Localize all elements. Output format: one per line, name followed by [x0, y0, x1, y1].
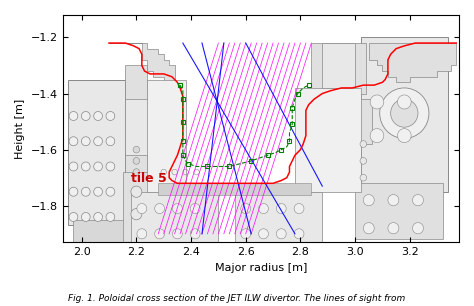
Bar [147, 80, 186, 192]
Bar [126, 99, 153, 155]
Polygon shape [369, 43, 456, 82]
Bar [131, 192, 219, 242]
Circle shape [69, 137, 78, 146]
Bar [235, 192, 322, 242]
Circle shape [69, 212, 78, 222]
Circle shape [276, 203, 286, 214]
Bar [361, 37, 448, 192]
Circle shape [360, 141, 366, 147]
Circle shape [137, 203, 147, 214]
Circle shape [94, 212, 102, 222]
Circle shape [106, 111, 115, 121]
Polygon shape [109, 43, 174, 82]
Circle shape [82, 187, 90, 196]
X-axis label: Major radius [m]: Major radius [m] [215, 263, 307, 273]
Bar [126, 65, 147, 192]
Circle shape [133, 146, 140, 153]
Circle shape [398, 129, 411, 143]
Circle shape [69, 162, 78, 171]
Circle shape [380, 88, 429, 138]
Circle shape [82, 111, 90, 121]
Circle shape [294, 203, 304, 214]
Circle shape [391, 99, 418, 127]
Circle shape [94, 162, 102, 171]
Circle shape [190, 229, 200, 239]
Circle shape [360, 174, 366, 181]
Bar [295, 88, 361, 192]
Circle shape [412, 195, 423, 206]
Bar [355, 99, 372, 144]
Circle shape [94, 137, 102, 146]
Circle shape [388, 195, 399, 206]
Circle shape [173, 229, 182, 239]
Circle shape [155, 229, 164, 239]
Circle shape [398, 95, 411, 109]
Bar [322, 43, 355, 88]
Circle shape [241, 203, 251, 214]
Bar [68, 80, 126, 226]
Circle shape [294, 229, 304, 239]
Circle shape [133, 158, 140, 164]
Circle shape [241, 229, 251, 239]
Circle shape [106, 187, 115, 196]
Circle shape [106, 162, 115, 171]
Bar [158, 183, 311, 195]
Text: Fig. 1. Poloidal cross section of the JET ILW divertor. The lines of sight from: Fig. 1. Poloidal cross section of the JE… [68, 294, 406, 303]
Circle shape [190, 203, 200, 214]
Circle shape [259, 229, 268, 239]
Circle shape [131, 186, 142, 197]
Circle shape [94, 111, 102, 121]
Circle shape [82, 137, 90, 146]
Circle shape [388, 222, 399, 234]
Y-axis label: Height [m]: Height [m] [15, 99, 25, 159]
Circle shape [131, 209, 142, 220]
Circle shape [69, 187, 78, 196]
Circle shape [360, 158, 366, 164]
Circle shape [94, 187, 102, 196]
Bar [73, 220, 134, 242]
Circle shape [155, 203, 164, 214]
Circle shape [363, 195, 374, 206]
Bar [311, 43, 366, 94]
Circle shape [370, 95, 384, 109]
Bar [123, 172, 150, 242]
Circle shape [82, 162, 90, 171]
Bar [355, 183, 443, 239]
Circle shape [133, 169, 140, 175]
Circle shape [82, 212, 90, 222]
Circle shape [370, 129, 384, 143]
Circle shape [69, 111, 78, 121]
Circle shape [259, 203, 268, 214]
Circle shape [173, 203, 182, 214]
Text: tile 5: tile 5 [131, 172, 167, 185]
Circle shape [412, 222, 423, 234]
Circle shape [137, 229, 147, 239]
Circle shape [276, 229, 286, 239]
Circle shape [363, 222, 374, 234]
Circle shape [106, 137, 115, 146]
Circle shape [106, 212, 115, 222]
